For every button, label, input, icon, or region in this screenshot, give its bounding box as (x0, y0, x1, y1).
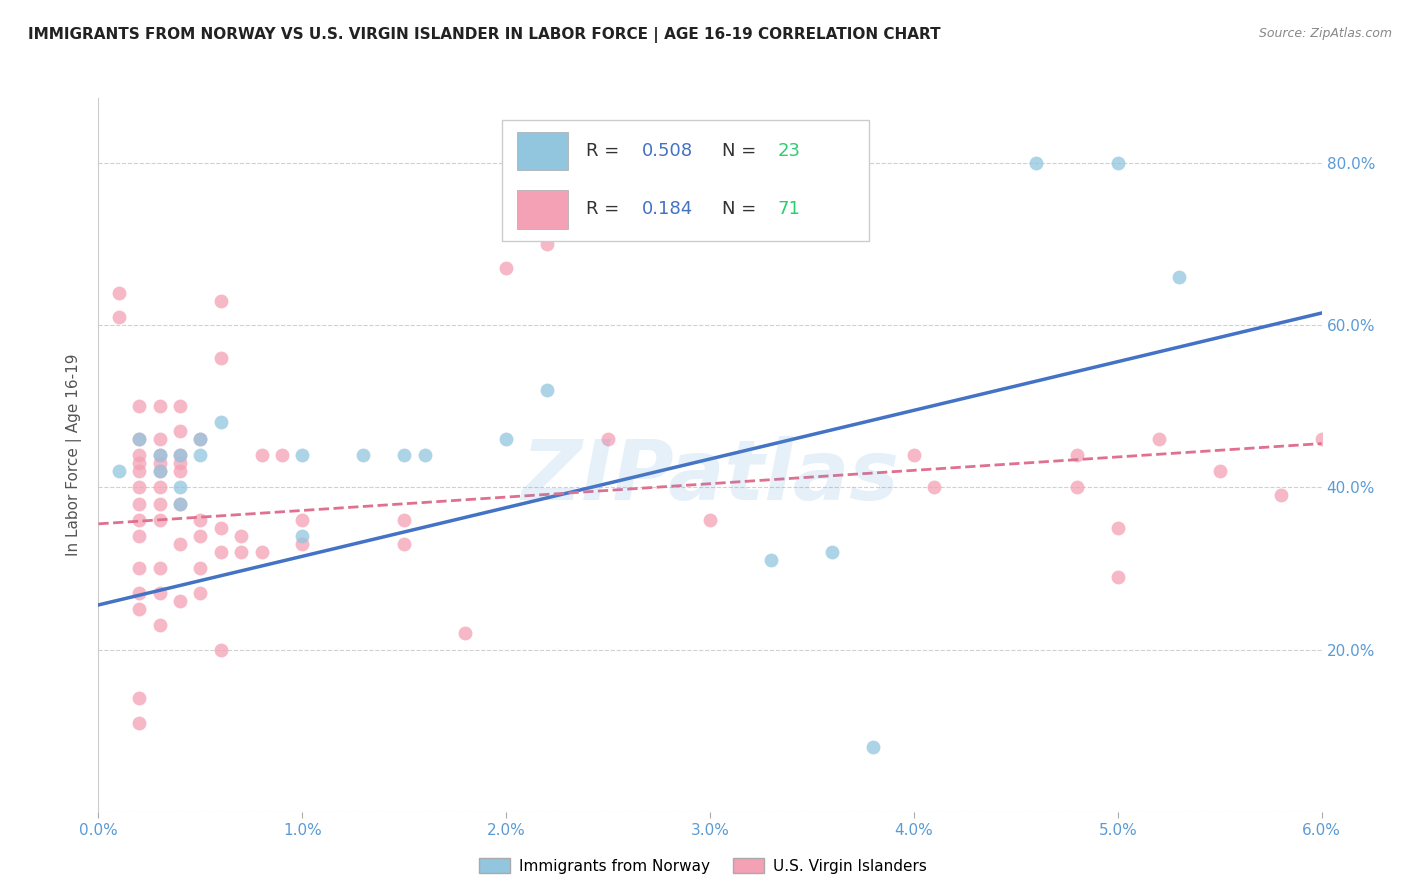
Point (188, 561, 212, 575)
Point (1066, 448, 1088, 462)
Point (392, 448, 416, 462)
Point (209, 351, 232, 365)
Point (149, 586, 172, 600)
Point (862, 739, 884, 754)
Point (495, 261, 517, 276)
Point (188, 432, 212, 446)
Point (169, 497, 191, 511)
Text: Source: ZipAtlas.com: Source: ZipAtlas.com (1258, 27, 1392, 40)
Point (1310, 432, 1333, 446)
Point (169, 399, 191, 413)
Point (250, 545, 273, 559)
Point (1107, 521, 1129, 535)
Point (392, 513, 416, 527)
Point (149, 456, 172, 470)
Point (128, 561, 150, 575)
Point (169, 448, 191, 462)
Point (108, 464, 131, 478)
Point (128, 602, 150, 616)
Point (1208, 464, 1232, 478)
Point (188, 513, 212, 527)
Point (149, 448, 172, 462)
Point (169, 464, 191, 478)
Point (149, 399, 172, 413)
Point (291, 537, 314, 551)
Point (291, 513, 314, 527)
Text: IMMIGRANTS FROM NORWAY VS U.S. VIRGIN ISLANDER IN LABOR FORCE | AGE 16-19 CORREL: IMMIGRANTS FROM NORWAY VS U.S. VIRGIN IS… (28, 27, 941, 43)
Point (250, 448, 273, 462)
Point (188, 586, 212, 600)
Text: ZIPatlas: ZIPatlas (522, 436, 898, 516)
Point (291, 448, 314, 462)
Point (1025, 156, 1047, 170)
Y-axis label: In Labor Force | Age 16-19: In Labor Force | Age 16-19 (66, 353, 83, 557)
Point (149, 497, 172, 511)
Point (231, 529, 253, 543)
Point (128, 432, 150, 446)
Point (128, 586, 150, 600)
Point (209, 416, 232, 430)
Point (761, 553, 783, 567)
Point (149, 480, 172, 494)
Point (1167, 269, 1189, 284)
Point (699, 513, 721, 527)
Point (352, 448, 374, 462)
Point (209, 521, 232, 535)
Point (1107, 156, 1129, 170)
Point (188, 448, 212, 462)
Point (128, 715, 150, 730)
Point (128, 448, 150, 462)
Point (188, 529, 212, 543)
Point (413, 448, 436, 462)
Point (1147, 432, 1170, 446)
Point (536, 383, 558, 397)
Point (598, 432, 620, 446)
Point (169, 594, 191, 608)
Point (149, 464, 172, 478)
Point (128, 464, 150, 478)
Point (1066, 480, 1088, 494)
Point (169, 537, 191, 551)
Point (1107, 569, 1129, 583)
Legend: Immigrants from Norway, U.S. Virgin Islanders: Immigrants from Norway, U.S. Virgin Isla… (474, 852, 932, 880)
Point (209, 642, 232, 657)
Point (108, 285, 131, 300)
Point (149, 618, 172, 632)
Point (392, 537, 416, 551)
Point (128, 432, 150, 446)
Point (188, 432, 212, 446)
Point (128, 480, 150, 494)
Point (128, 399, 150, 413)
Point (149, 513, 172, 527)
Point (821, 545, 844, 559)
Point (128, 456, 150, 470)
Point (128, 497, 150, 511)
Point (536, 237, 558, 252)
Point (454, 626, 477, 640)
Point (149, 432, 172, 446)
Point (169, 480, 191, 494)
Point (1270, 488, 1292, 502)
Point (169, 497, 191, 511)
Point (598, 212, 620, 227)
Point (495, 432, 517, 446)
Point (231, 545, 253, 559)
Point (209, 293, 232, 308)
Point (922, 480, 945, 494)
Point (169, 456, 191, 470)
Point (149, 561, 172, 575)
Point (169, 424, 191, 438)
Point (128, 529, 150, 543)
Point (128, 691, 150, 706)
Point (169, 448, 191, 462)
Point (108, 310, 131, 324)
Point (903, 448, 925, 462)
Point (149, 448, 172, 462)
Point (149, 464, 172, 478)
Point (128, 513, 150, 527)
Point (209, 545, 232, 559)
Point (270, 448, 292, 462)
Point (291, 529, 314, 543)
